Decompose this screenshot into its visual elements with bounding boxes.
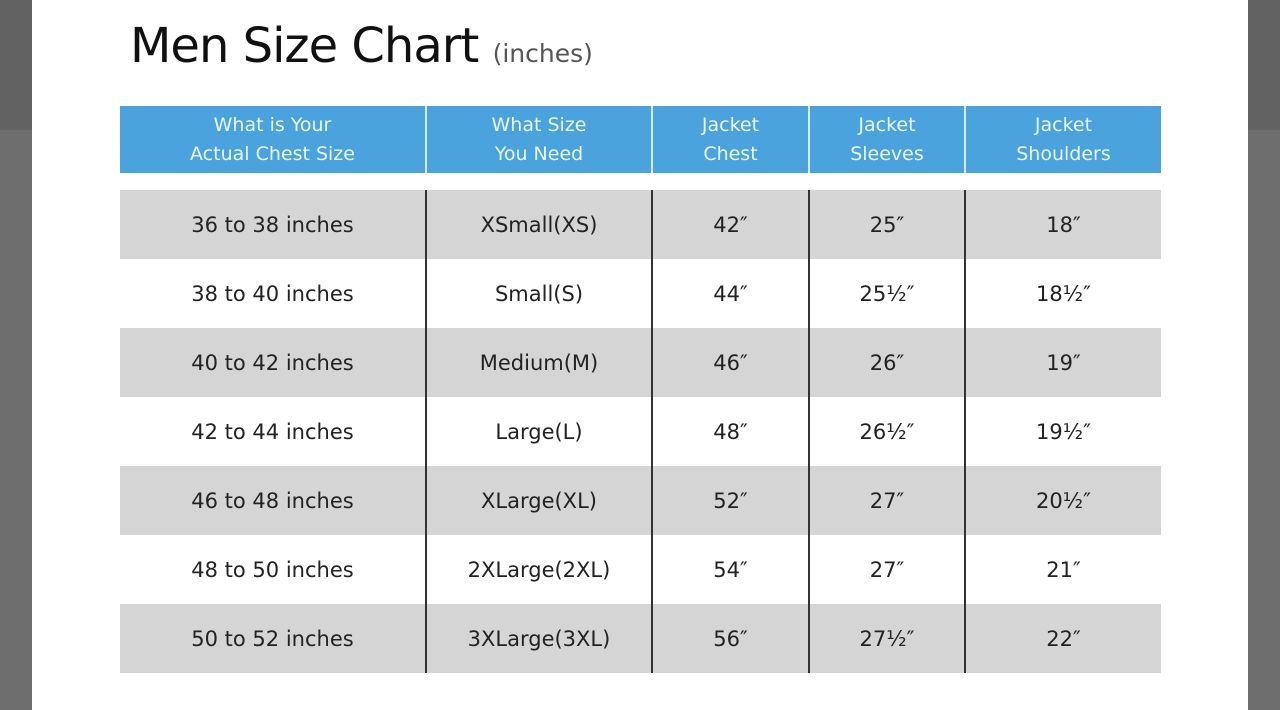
table-cell: XSmall(XS) (425, 190, 651, 259)
table-cell: 38 to 40 inches (191, 281, 354, 306)
table-cell: 27″ (808, 466, 964, 535)
table-row: 48 to 50 inches 2XLarge(2XL) 54″ 27″ 21″ (120, 535, 1161, 604)
table-cell: 26½″ (808, 397, 964, 466)
table-cell: 40 to 42 inches (191, 350, 354, 375)
table-body: 36 to 38 inches XSmall(XS) 42″ 25″ 18″ 38 to … (120, 190, 1161, 673)
table-cell: 19″ (964, 328, 1161, 397)
table-row: 40 to 42 inches Medium(M) 46″ 26″ 19″ (120, 328, 1161, 397)
table-cell: 56″ (651, 604, 808, 673)
chart-title: Men Size Chart (inches) (130, 18, 593, 74)
table-cell: Medium(M) (425, 328, 651, 397)
table-row: 46 to 48 inches XLarge(XL) 52″ 27″ 20½″ (120, 466, 1161, 535)
table-cell: 46″ (651, 328, 808, 397)
table-cell: 54″ (651, 535, 808, 604)
table-cell: 3XLarge(3XL) (425, 604, 651, 673)
table-cell: 25″ (808, 190, 964, 259)
table-cell: 42 to 44 inches (191, 419, 354, 444)
table-cell: 21″ (964, 535, 1161, 604)
title-unit: (inches) (492, 39, 593, 68)
table-cell: 26″ (808, 328, 964, 397)
header-cell: What is Your Actual Chest Size (190, 113, 355, 165)
table-cell: 18½″ (964, 259, 1161, 328)
header-cell: Jacket Chest (651, 106, 808, 173)
table-cell: Small(S) (425, 259, 651, 328)
table-cell: 46 to 48 inches (191, 488, 354, 513)
table-cell: 50 to 52 inches (191, 626, 354, 651)
table-cell: 44″ (651, 259, 808, 328)
table-cell: Large(L) (425, 397, 651, 466)
table-cell: 20½″ (964, 466, 1161, 535)
table-cell: 48″ (651, 397, 808, 466)
table-cell: 27½″ (808, 604, 964, 673)
size-table: What is Your Actual Chest Size What Size… (120, 106, 1161, 673)
size-chart-image: Men Size Chart (inches) What is Your Act… (32, 0, 1248, 710)
table-cell: 48 to 50 inches (191, 557, 354, 582)
table-cell: 42″ (651, 190, 808, 259)
table-header: What is Your Actual Chest Size What Size… (120, 106, 1161, 173)
table-cell: XLarge(XL) (425, 466, 651, 535)
table-cell: 25½″ (808, 259, 964, 328)
table-cell: 18″ (964, 190, 1161, 259)
table-cell: 19½″ (964, 397, 1161, 466)
header-cell: Jacket Sleeves (808, 106, 964, 173)
table-row: 38 to 40 inches Small(S) 44″ 25½″ 18½″ (120, 259, 1161, 328)
table-cell: 22″ (964, 604, 1161, 673)
header-cell: What Size You Need (425, 106, 651, 173)
title-text: Men Size Chart (130, 18, 479, 74)
table-cell: 2XLarge(2XL) (425, 535, 651, 604)
table-cell: 36 to 38 inches (191, 212, 354, 237)
table-cell: 52″ (651, 466, 808, 535)
header-cell: Jacket Shoulders (964, 106, 1161, 173)
table-cell: 27″ (808, 535, 964, 604)
table-row: 42 to 44 inches Large(L) 48″ 26½″ 19½″ (120, 397, 1161, 466)
table-row: 36 to 38 inches XSmall(XS) 42″ 25″ 18″ (120, 190, 1161, 259)
table-row: 50 to 52 inches 3XLarge(3XL) 56″ 27½″ 22″ (120, 604, 1161, 673)
